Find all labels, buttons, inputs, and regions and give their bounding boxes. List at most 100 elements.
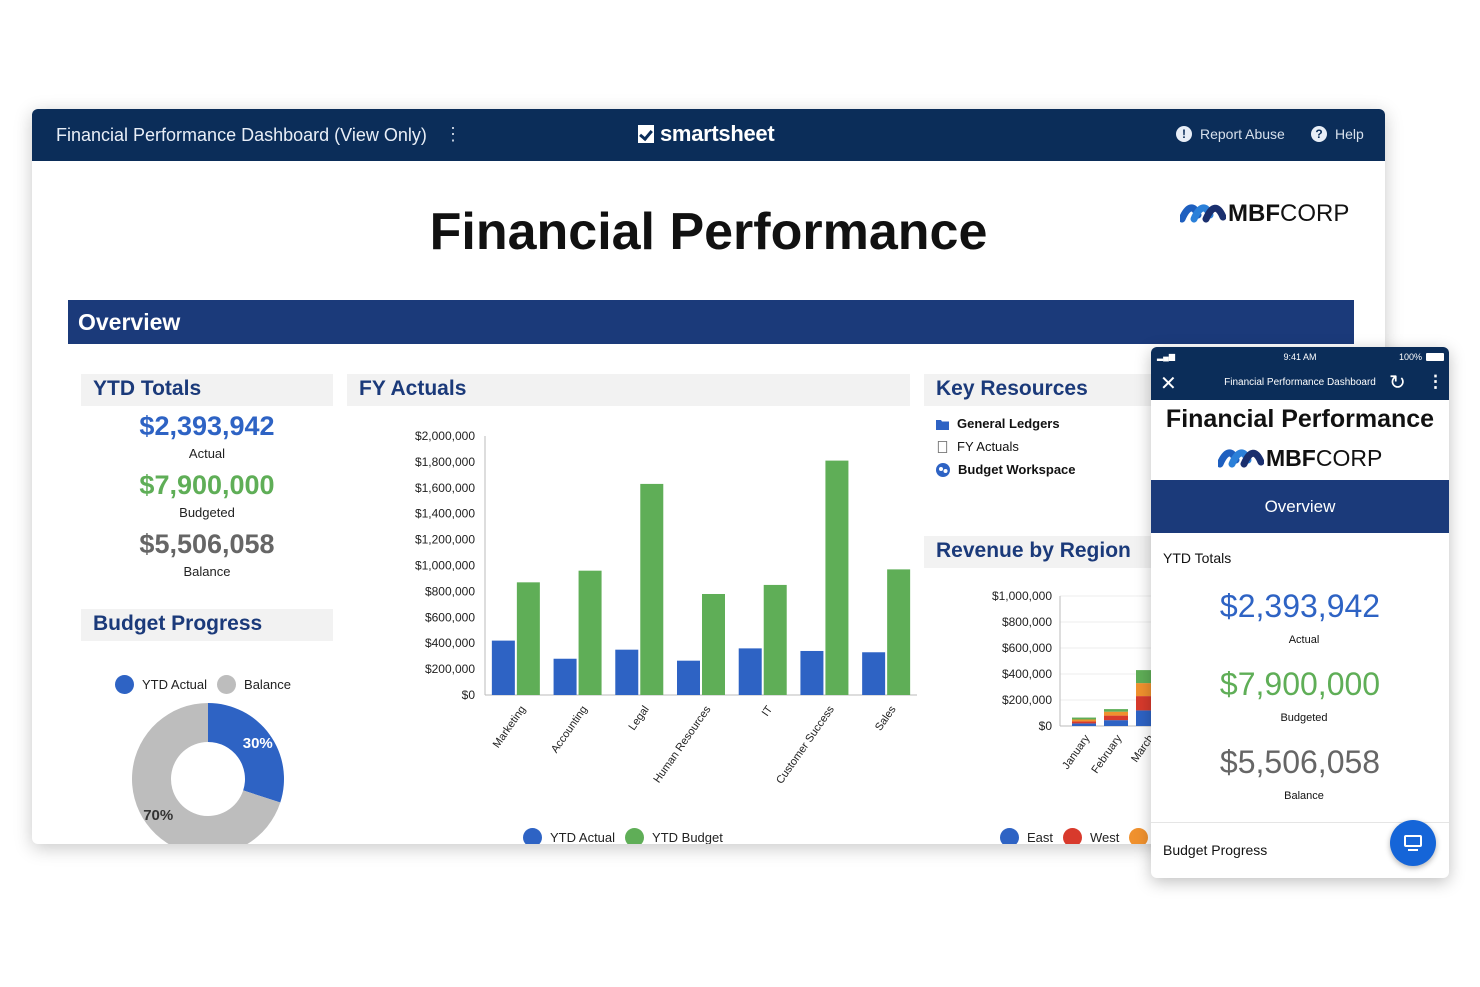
bar-ytd-budget <box>702 593 725 695</box>
stacked-bar-segment <box>1136 683 1154 697</box>
x-tick-label: Human Resources <box>651 703 713 785</box>
x-tick-label: February <box>1089 732 1124 775</box>
legend-dot <box>1000 828 1019 844</box>
legend-dot <box>625 828 645 844</box>
mbfcorp-logo: MBFCORP <box>1180 200 1349 228</box>
x-tick-label: Accounting <box>549 704 590 755</box>
y-tick-label: $1,200,000 <box>415 533 475 547</box>
y-tick-label: $600,000 <box>1002 641 1052 655</box>
y-tick-label: $800,000 <box>425 584 475 598</box>
y-tick-label: $200,000 <box>1002 693 1052 707</box>
fy-actuals-heading: FY Actuals <box>347 374 910 406</box>
dashboard-title: Financial Performance Dashboard (View On… <box>56 125 427 145</box>
mobile-budget-progress-heading: Budget Progress <box>1163 842 1268 858</box>
battery-percent: 100% <box>1399 352 1423 362</box>
bar-ytd-actual <box>800 650 824 695</box>
mobile-overview-header: Overview <box>1151 480 1449 533</box>
mobile-budgeted-label: Budgeted <box>1280 712 1328 724</box>
mobile-actual-value: $2,393,942 <box>1219 588 1381 624</box>
x-tick-label: Legal <box>626 704 651 733</box>
stacked-bar-segment <box>1104 715 1128 721</box>
stacked-bar-segment <box>1072 717 1096 720</box>
battery-icon <box>1426 353 1444 361</box>
legend-west: West <box>1063 828 1119 844</box>
bar-ytd-actual <box>862 652 886 695</box>
mbf-waves-icon <box>1180 204 1226 223</box>
y-tick-label: $0 <box>1039 719 1053 733</box>
mobile-balance-value: $5,506,058 <box>1219 744 1381 780</box>
stacked-bar-segment <box>1136 696 1154 711</box>
ytd-actual-value: $2,393,942 <box>139 411 275 441</box>
stacked-bar-segment <box>1072 721 1096 724</box>
help-link[interactable]: ? Help <box>1311 126 1364 142</box>
stacked-bar-segment <box>1136 710 1154 726</box>
ytd-totals-heading: YTD Totals <box>81 374 333 406</box>
legend-ytd-actual: YTD Actual <box>115 675 207 694</box>
ytd-actual-label: Actual <box>188 446 226 461</box>
bar-ytd-actual <box>677 660 700 695</box>
ytd-balance-value: $5,506,058 <box>139 529 275 559</box>
bar-ytd-budget <box>516 582 540 695</box>
fy-actuals-legend: YTD Actual YTD Budget <box>523 828 733 844</box>
revenue-by-region-heading: Revenue by Region <box>924 536 1154 568</box>
stacked-bar-segment <box>1136 670 1154 684</box>
mobile-nav-title: Financial Performance Dashboard <box>1224 377 1376 388</box>
close-icon[interactable]: ✕ <box>1160 373 1177 395</box>
mbfcorp-wordmark: MBFCORP <box>1228 200 1350 227</box>
bar-ytd-actual <box>553 658 577 695</box>
y-tick-label: $600,000 <box>425 610 475 624</box>
y-tick-label: $200,000 <box>425 662 475 676</box>
refresh-icon[interactable]: ↻ <box>1389 372 1406 394</box>
resource-general-ledgers[interactable]: General Ledgers <box>936 416 1060 431</box>
legend-dot <box>1063 828 1083 844</box>
status-bar: ▂▄▆ 9:41 AM 100% <box>1151 347 1449 367</box>
mobile-budgeted-value: $7,900,000 <box>1219 666 1381 702</box>
legend-balance: Balance <box>217 675 291 694</box>
ytd-budgeted-label: Budgeted <box>179 505 235 520</box>
revenue-legend: East West <box>1000 828 1166 844</box>
bar-ytd-budget <box>578 570 602 695</box>
donut-data-label: 70% <box>143 807 173 824</box>
x-tick-label: January <box>1060 732 1093 771</box>
legend-ytd-budget: YTD Budget <box>625 828 723 844</box>
signal-wifi-icon: ▂▄▆ <box>1157 352 1175 361</box>
resource-budget-workspace[interactable]: Budget Workspace <box>936 462 1076 477</box>
bar-ytd-actual <box>491 640 515 695</box>
page-title: Financial Performance <box>429 203 988 261</box>
top-bar: Financial Performance Dashboard (View On… <box>32 109 1385 161</box>
mobile-mbfcorp-logo: MBFCORP <box>1218 445 1382 472</box>
x-tick-label: Sales <box>873 703 899 733</box>
y-tick-label: $400,000 <box>1002 667 1052 681</box>
y-tick-label: $2,000,000 <box>415 429 475 443</box>
overview-header: Overview <box>68 300 1354 344</box>
legend-ytd-actual: YTD Actual <box>523 828 615 844</box>
y-tick-label: $400,000 <box>425 636 475 650</box>
folder-icon <box>936 419 949 430</box>
y-tick-label: $0 <box>462 688 476 702</box>
status-time: 9:41 AM <box>1283 352 1317 362</box>
mbfcorp-wordmark: MBFCORP <box>1266 445 1383 471</box>
bar-ytd-actual <box>738 648 762 695</box>
sheet-icon <box>937 440 948 453</box>
bar-ytd-budget <box>640 483 664 695</box>
y-tick-label: $1,600,000 <box>415 481 475 495</box>
screen-icon <box>1404 835 1422 847</box>
y-tick-label: $1,000,000 <box>415 559 475 573</box>
resource-fy-actuals[interactable]: FY Actuals <box>936 439 1019 454</box>
x-tick-label: Marketing <box>491 704 529 750</box>
legend-region-3 <box>1129 828 1156 844</box>
more-options-icon[interactable]: ⋮ <box>1427 372 1444 391</box>
mobile-page-title: Financial Performance <box>1165 405 1435 433</box>
more-options-icon[interactable]: ⋮ <box>444 124 462 144</box>
report-abuse-link[interactable]: ! Report Abuse <box>1176 126 1285 142</box>
bar-ytd-actual <box>615 649 639 695</box>
y-tick-label: $1,400,000 <box>415 507 475 521</box>
present-screen-button[interactable] <box>1390 820 1436 866</box>
y-tick-label: $1,800,000 <box>415 455 475 469</box>
legend-dot <box>523 828 542 844</box>
stacked-bar-segment <box>1104 711 1128 716</box>
x-tick-label: Customer Success <box>774 703 837 786</box>
report-abuse-label: Report Abuse <box>1200 126 1285 142</box>
bar-ytd-budget <box>825 460 849 695</box>
